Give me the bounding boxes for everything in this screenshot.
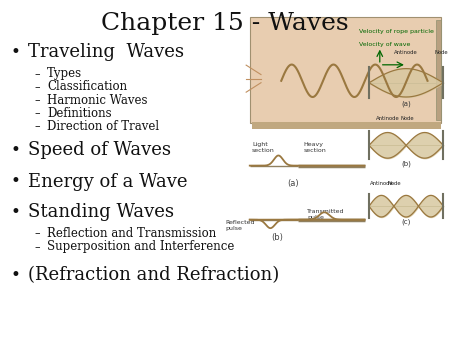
Bar: [252, 122, 441, 129]
Text: (b): (b): [271, 233, 283, 242]
Text: (c): (c): [401, 218, 411, 225]
Text: Transmitted
pulse: Transmitted pulse: [307, 209, 345, 220]
Text: –: –: [34, 95, 40, 105]
Text: Velocity of rope particle: Velocity of rope particle: [359, 29, 434, 34]
Text: •: •: [11, 142, 21, 159]
Text: Superposition and Interference: Superposition and Interference: [47, 240, 234, 253]
Text: •: •: [11, 173, 21, 190]
Text: –: –: [34, 108, 40, 118]
Text: Chapter 15 - Waves: Chapter 15 - Waves: [101, 12, 349, 35]
Text: Definitions: Definitions: [47, 107, 112, 120]
Bar: [436, 20, 441, 120]
Text: Harmonic Waves: Harmonic Waves: [47, 94, 148, 106]
Text: Reflected
pulse: Reflected pulse: [225, 220, 255, 231]
Text: Classification: Classification: [47, 80, 127, 93]
Text: Direction of Travel: Direction of Travel: [47, 120, 159, 133]
Text: Reflection and Transmission: Reflection and Transmission: [47, 227, 216, 240]
Text: •: •: [11, 44, 21, 61]
Text: –: –: [34, 228, 40, 239]
Text: (a): (a): [288, 179, 299, 188]
Text: Traveling  Waves: Traveling Waves: [28, 43, 184, 62]
Text: Node: Node: [434, 50, 448, 55]
Text: Antinode: Antinode: [370, 180, 393, 186]
Text: –: –: [34, 242, 40, 252]
Text: Node: Node: [401, 116, 414, 121]
Text: (Refraction and Refraction): (Refraction and Refraction): [28, 266, 279, 285]
Text: (b): (b): [401, 161, 411, 167]
Text: –: –: [34, 121, 40, 131]
Text: Velocity of wave: Velocity of wave: [359, 42, 410, 47]
Text: •: •: [11, 267, 21, 284]
Text: Standing Waves: Standing Waves: [28, 203, 174, 221]
Text: Node: Node: [387, 180, 401, 186]
Text: –: –: [34, 69, 40, 79]
Text: –: –: [34, 82, 40, 92]
Text: Antinode: Antinode: [394, 50, 418, 55]
Bar: [250, 17, 441, 123]
Text: Antinode: Antinode: [377, 116, 400, 121]
Text: Heavy
section: Heavy section: [304, 142, 326, 153]
Text: •: •: [11, 204, 21, 221]
Text: Speed of Waves: Speed of Waves: [28, 141, 171, 160]
Text: Types: Types: [47, 67, 82, 80]
Text: (a): (a): [401, 100, 411, 107]
Text: Energy of a Wave: Energy of a Wave: [28, 173, 187, 191]
Text: Light
section: Light section: [252, 142, 275, 153]
